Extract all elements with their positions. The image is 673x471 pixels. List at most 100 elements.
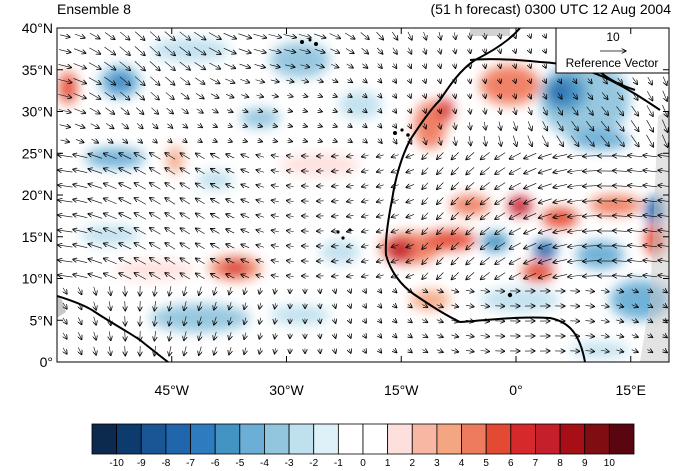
colorbar-swatch xyxy=(140,423,167,455)
reference-vector-magnitude: 10 xyxy=(606,30,620,44)
wind-vector xyxy=(180,168,190,175)
wind-vector xyxy=(361,215,369,217)
wind-vector xyxy=(470,93,471,99)
wind-vector xyxy=(119,228,132,235)
wind-vector xyxy=(94,286,97,295)
wind-vector xyxy=(484,32,485,39)
wind-vector xyxy=(334,319,335,324)
wind-vector xyxy=(63,287,67,294)
wind-vector xyxy=(153,139,157,143)
wind-vector xyxy=(58,64,71,67)
wind-vector xyxy=(529,92,531,99)
wind-vector xyxy=(94,346,97,355)
wind-vector xyxy=(179,61,191,70)
wind-vector xyxy=(465,335,474,337)
wind-vector xyxy=(469,136,471,146)
wind-vector xyxy=(271,275,279,277)
wind-vector xyxy=(226,229,235,234)
colorbar-swatch xyxy=(214,423,241,455)
wind-vector xyxy=(646,134,654,147)
wind-vector xyxy=(241,214,250,217)
wind-vector xyxy=(556,121,563,131)
wind-vector xyxy=(241,184,250,187)
wind-vector xyxy=(109,286,111,295)
wind-vector xyxy=(391,275,399,278)
panel-title: Ensemble 8 xyxy=(57,1,131,17)
wind-vector xyxy=(553,169,568,172)
wind-vector xyxy=(184,286,186,295)
wind-vector xyxy=(195,93,204,98)
wind-vector xyxy=(334,349,335,354)
wind-vector xyxy=(150,183,161,190)
wind-vector xyxy=(134,31,145,41)
wind-vector xyxy=(88,154,103,159)
wind-vector xyxy=(259,332,260,339)
wind-vector xyxy=(347,230,354,231)
wind-vector xyxy=(150,91,159,100)
wind-vector xyxy=(119,198,132,205)
wind-vector xyxy=(164,61,175,71)
colorbar-label: 7 xyxy=(533,458,539,469)
wind-vector xyxy=(109,316,111,325)
wind-vector xyxy=(332,171,339,172)
wind-vector xyxy=(495,167,506,175)
wind-vector xyxy=(229,317,231,325)
wind-vector xyxy=(303,125,308,126)
wind-vector xyxy=(256,170,265,173)
wind-vector xyxy=(376,275,384,277)
wind-vector xyxy=(514,33,516,38)
wind-vector xyxy=(331,64,338,67)
wind-vector xyxy=(347,155,354,156)
wind-vector xyxy=(376,170,384,172)
wind-vector xyxy=(74,48,86,54)
wind-vector xyxy=(663,304,667,307)
wind-vector xyxy=(568,155,583,157)
wind-vector xyxy=(58,215,73,217)
wind-vector xyxy=(392,31,397,40)
wind-vector xyxy=(104,61,115,70)
wind-vector xyxy=(616,305,623,307)
wind-vector xyxy=(480,291,490,292)
wind-vector xyxy=(240,79,249,82)
wind-vector xyxy=(138,139,143,143)
wind-vector xyxy=(63,332,67,339)
wind-vector xyxy=(60,140,70,142)
wind-vector xyxy=(194,77,205,84)
lat-tick-label: 35°N xyxy=(22,62,53,78)
colorbar-swatch xyxy=(535,423,561,455)
wind-vector xyxy=(346,64,353,68)
wind-vector xyxy=(424,64,426,69)
wind-vector xyxy=(333,125,338,127)
wind-vector xyxy=(647,91,652,100)
wind-vector xyxy=(647,305,652,308)
wind-vector xyxy=(362,64,367,69)
wind-vector xyxy=(211,259,220,264)
wind-vector xyxy=(318,110,323,112)
wind-vector xyxy=(600,135,610,147)
wind-vector xyxy=(88,259,103,264)
wind-vector xyxy=(271,245,279,247)
wind-vector xyxy=(214,346,217,355)
wind-vector xyxy=(631,335,638,338)
wind-vector xyxy=(422,182,429,190)
wind-vector xyxy=(406,169,415,172)
wind-vector xyxy=(466,182,475,189)
wind-vector xyxy=(125,331,126,341)
wind-vector xyxy=(151,107,158,114)
wind-vector xyxy=(616,106,623,115)
wind-vector xyxy=(409,109,411,114)
colorbar-label: -8 xyxy=(161,458,170,469)
wind-vector xyxy=(422,242,429,250)
wind-vector xyxy=(286,230,294,231)
wind-vector xyxy=(254,64,266,67)
wind-vector xyxy=(647,76,652,85)
wind-vector xyxy=(451,320,458,322)
wind-vector xyxy=(169,316,171,326)
wind-vector xyxy=(553,154,568,157)
wind-vector xyxy=(244,287,246,295)
wind-vector xyxy=(439,122,441,129)
wind-vector xyxy=(229,302,231,310)
wind-vector xyxy=(495,242,506,250)
reference-vector-legend: 10 Reference Vector xyxy=(555,27,670,74)
wind-vector xyxy=(663,334,667,337)
